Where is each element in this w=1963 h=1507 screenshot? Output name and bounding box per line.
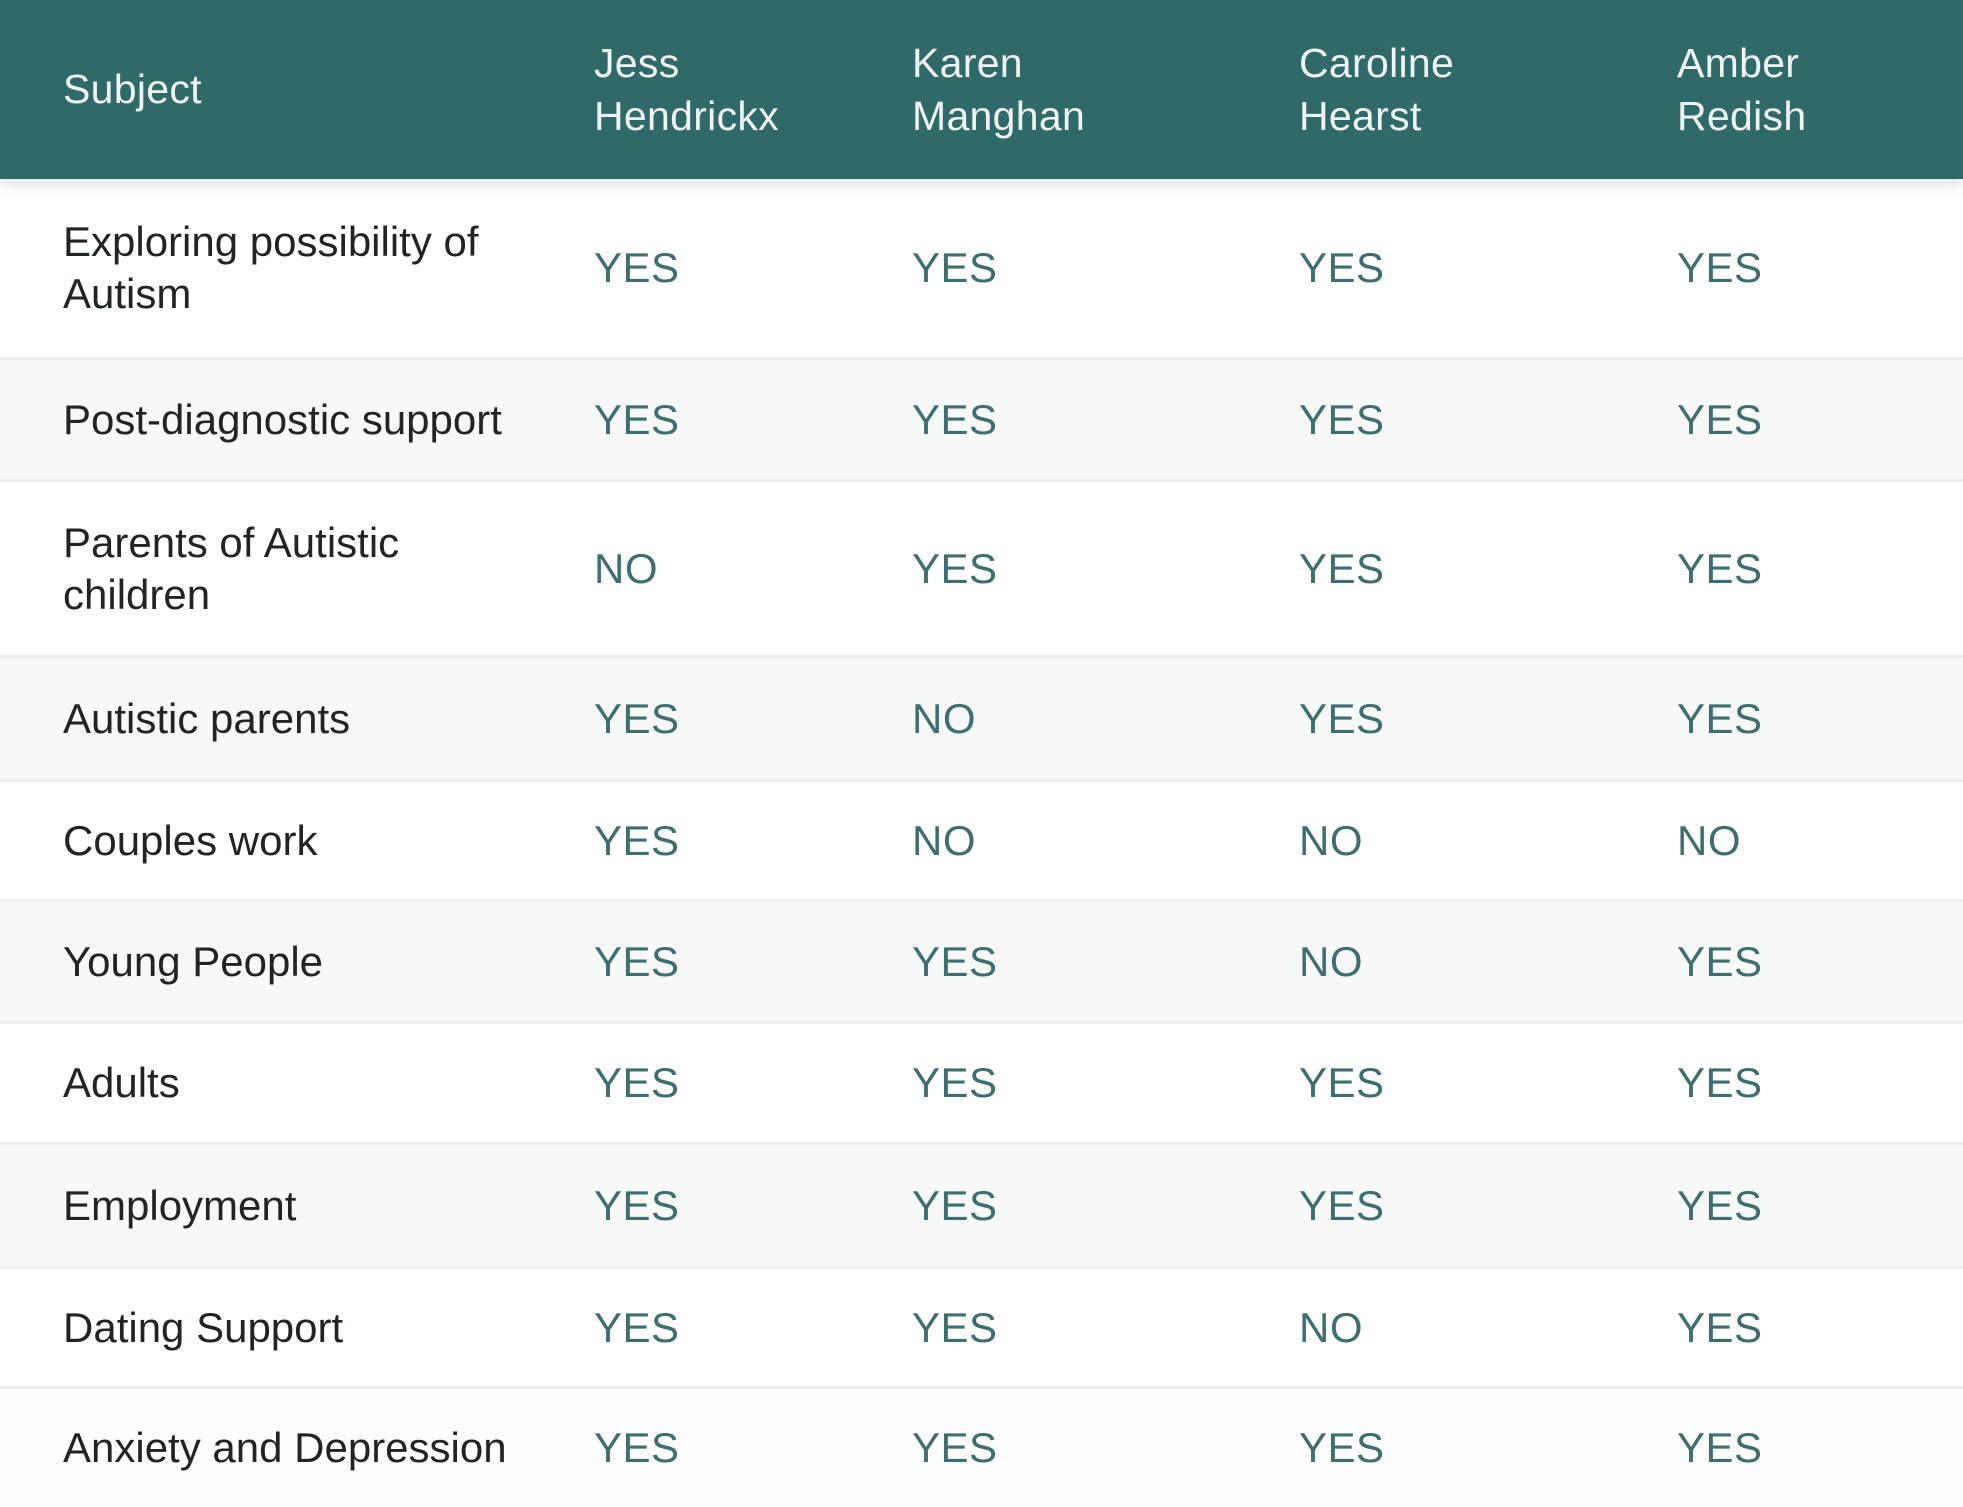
- value-cell: NO: [1677, 816, 1741, 864]
- value-cell: YES: [594, 244, 680, 291]
- value-cell: YES: [594, 1181, 680, 1229]
- value-cell: YES: [1299, 544, 1385, 592]
- value-cell: YES: [594, 395, 680, 443]
- value-cell: YES: [1677, 1181, 1763, 1229]
- value-cell: YES: [912, 395, 998, 443]
- value-cell: YES: [594, 694, 680, 742]
- value-cell: YES: [1299, 1059, 1385, 1106]
- subject-cell: Adults: [63, 1059, 180, 1106]
- value-cell: NO: [594, 544, 658, 592]
- subject-cell: Employment: [63, 1181, 297, 1229]
- value-cell: YES: [1677, 694, 1763, 742]
- value-cell: YES: [594, 816, 680, 864]
- table-row: Young People YES YES NO YES: [0, 899, 1963, 1021]
- subject-cell: Autistic parents: [63, 694, 351, 742]
- subject-cell: Parents of Autistic children: [63, 518, 400, 618]
- value-cell: YES: [1677, 1424, 1763, 1471]
- value-cell: YES: [912, 1059, 998, 1106]
- column-header-person-1: Jess Hendrickx: [594, 39, 779, 139]
- table-row: Anxiety and Depression YES YES YES YES: [0, 1386, 1963, 1507]
- value-cell: YES: [1299, 395, 1385, 443]
- table-row: Exploring possibility of Autism YES YES …: [0, 179, 1963, 357]
- subject-cell: Anxiety and Depression: [63, 1424, 507, 1471]
- value-cell: YES: [1299, 244, 1385, 291]
- value-cell: YES: [594, 937, 680, 985]
- value-cell: YES: [1677, 544, 1763, 592]
- table-row: Employment YES YES YES YES: [0, 1142, 1963, 1266]
- column-header-subject: Subject: [63, 66, 202, 112]
- value-cell: YES: [912, 937, 998, 985]
- table-row: Post-diagnostic support YES YES YES YES: [0, 357, 1963, 479]
- value-cell: YES: [594, 1424, 680, 1471]
- table-header-row: Subject Jess Hendrickx Karen Manghan Car…: [0, 0, 1963, 179]
- value-cell: YES: [1299, 1181, 1385, 1229]
- subject-cell: Young People: [63, 937, 324, 985]
- value-cell: YES: [1677, 937, 1763, 985]
- value-cell: YES: [1299, 1424, 1385, 1471]
- subject-cell: Post-diagnostic support: [63, 395, 502, 443]
- column-header-person-2: Karen Manghan: [912, 39, 1086, 139]
- column-header-person-3: Caroline Hearst: [1299, 39, 1455, 139]
- table-row: Dating Support YES YES NO YES: [0, 1266, 1963, 1386]
- value-cell: YES: [1299, 694, 1385, 742]
- value-cell: NO: [1299, 816, 1363, 864]
- value-cell: YES: [912, 1303, 998, 1351]
- value-cell: YES: [912, 1181, 998, 1229]
- value-cell: NO: [912, 816, 976, 864]
- value-cell: YES: [912, 1424, 998, 1471]
- value-cell: YES: [912, 244, 998, 291]
- value-cell: YES: [1677, 1059, 1763, 1106]
- value-cell: YES: [1677, 395, 1763, 443]
- table-row: Autistic parents YES NO YES YES: [0, 655, 1963, 779]
- value-cell: YES: [912, 544, 998, 592]
- subject-cell: Couples work: [63, 816, 318, 864]
- subject-cell: Dating Support: [63, 1303, 344, 1351]
- value-cell: NO: [1299, 1303, 1363, 1351]
- value-cell: NO: [1299, 937, 1363, 985]
- table-row: Parents of Autistic children NO YES YES …: [0, 479, 1963, 655]
- value-cell: YES: [1677, 244, 1763, 291]
- table-body: Exploring possibility of Autism YES YES …: [0, 179, 1963, 1507]
- value-cell: NO: [912, 694, 976, 742]
- column-header-person-4: Amber Redish: [1677, 39, 1807, 139]
- table-row: Couples work YES NO NO NO: [0, 779, 1963, 899]
- value-cell: YES: [594, 1059, 680, 1106]
- subject-cell: Exploring possibility of Autism: [63, 218, 479, 317]
- value-cell: YES: [1677, 1303, 1763, 1351]
- table-row: Adults YES YES YES YES: [0, 1021, 1963, 1142]
- value-cell: YES: [594, 1303, 680, 1351]
